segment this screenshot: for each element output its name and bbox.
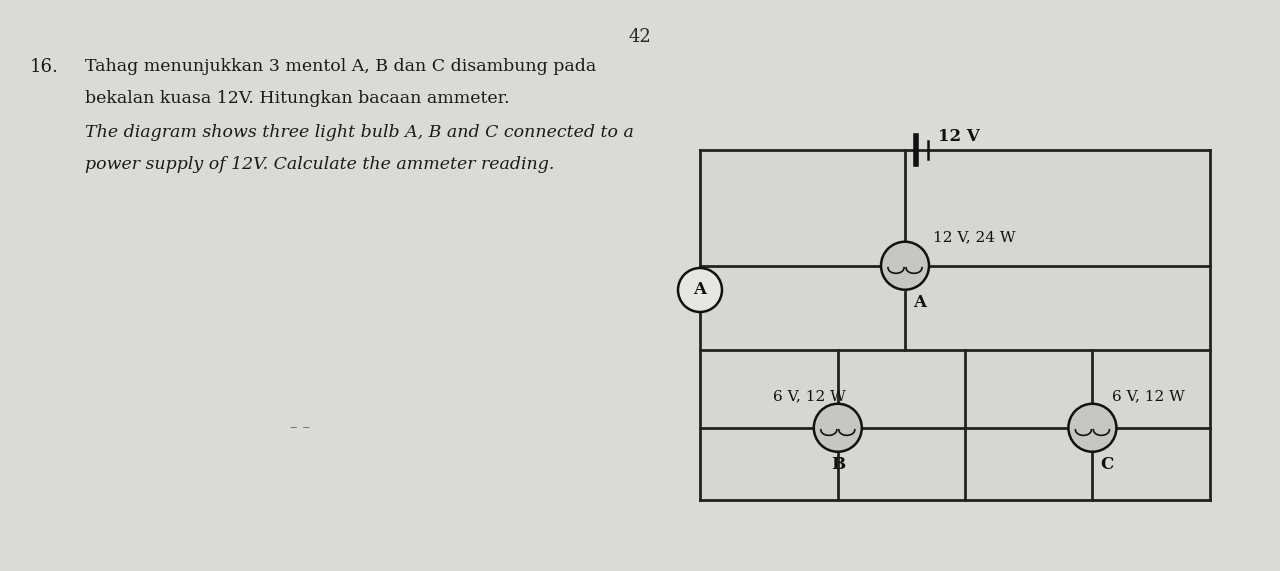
Text: power supply of 12V. Calculate the ammeter reading.: power supply of 12V. Calculate the ammet… <box>84 156 554 173</box>
Circle shape <box>678 268 722 312</box>
Circle shape <box>881 242 929 289</box>
FancyBboxPatch shape <box>700 150 1210 500</box>
Text: – –: – – <box>291 420 310 434</box>
Text: 16.: 16. <box>29 58 59 76</box>
Text: bekalan kuasa 12V. Hitungkan bacaan ammeter.: bekalan kuasa 12V. Hitungkan bacaan amme… <box>84 90 509 107</box>
Text: 42: 42 <box>628 28 652 46</box>
Text: B: B <box>831 456 845 473</box>
Text: A: A <box>913 293 925 311</box>
Circle shape <box>1069 404 1116 452</box>
Text: The diagram shows three light bulb A, B and C connected to a: The diagram shows three light bulb A, B … <box>84 124 634 141</box>
Text: 12 V: 12 V <box>938 128 979 145</box>
Circle shape <box>814 404 861 452</box>
Text: C: C <box>1101 456 1114 473</box>
Text: 6 V, 12 W: 6 V, 12 W <box>773 390 846 404</box>
Text: 6 V, 12 W: 6 V, 12 W <box>1112 390 1185 404</box>
Text: Tahag menunjukkan 3 mentol A, B dan C disambung pada: Tahag menunjukkan 3 mentol A, B dan C di… <box>84 58 596 75</box>
Text: 12 V, 24 W: 12 V, 24 W <box>933 231 1015 245</box>
Text: A: A <box>694 282 707 299</box>
